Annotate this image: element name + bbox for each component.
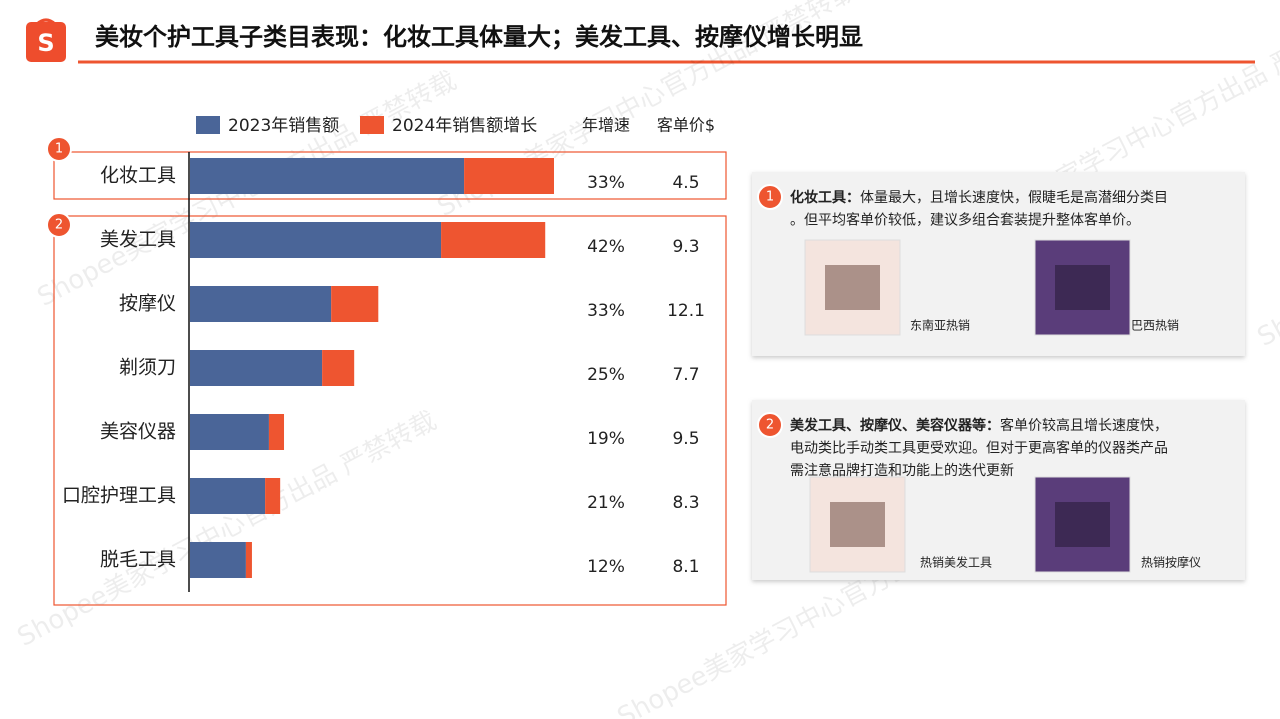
bar: [245, 542, 252, 578]
bar: [265, 478, 281, 514]
bar: [190, 414, 269, 450]
note-badge: [757, 184, 783, 210]
bar: [464, 158, 554, 194]
column-value: 7.7: [672, 365, 699, 385]
category-label: 剃须刀: [119, 357, 176, 379]
legend-label: 2023年销售额: [228, 116, 339, 136]
group-box: [53, 151, 727, 200]
legend-swatch: [360, 116, 384, 134]
bar: [190, 542, 246, 578]
bar: [190, 350, 323, 386]
note-badge-label: 1: [766, 190, 774, 205]
product-image-detail: [1055, 502, 1110, 547]
note-line: 电动类比手动类工具更受欢迎。但对于更高客单的仪器类产品: [790, 440, 1168, 457]
product-caption: 热销美发工具: [920, 555, 992, 570]
product-image-detail: [830, 502, 885, 547]
note-text: 体量最大，且增长速度快，假睫毛是高潜细分类目: [860, 189, 1168, 206]
svg-text:S: S: [37, 29, 54, 57]
column-value: 4.5: [672, 173, 699, 193]
category-label: 口腔护理工具: [62, 485, 176, 507]
category-label: 化妆工具: [100, 165, 176, 187]
column-value: 33%: [587, 301, 625, 321]
product-image-detail: [825, 265, 880, 310]
category-label: 美容仪器: [100, 421, 176, 443]
column-header: 客单价$: [657, 116, 715, 135]
column-value: 21%: [587, 493, 625, 513]
bar: [190, 478, 266, 514]
group-badge-label: 1: [55, 142, 63, 157]
bar: [190, 286, 332, 322]
column-value: 8.1: [672, 557, 699, 577]
group-badge-label: 2: [55, 218, 63, 233]
note-line: 美发工具、按摩仪、美容仪器等：客单价较高且增长速度快，: [790, 417, 1168, 434]
category-label: 按摩仪: [119, 293, 176, 315]
watermark: Shopee美家学习中心官方出品 严禁转载: [1253, 106, 1280, 353]
product-caption: 巴西热销: [1131, 319, 1179, 333]
group-box: [53, 215, 727, 606]
column-value: 9.5: [672, 429, 699, 449]
legend-label: 2024年销售额增长: [392, 116, 537, 136]
group-badge: [46, 212, 72, 238]
bar: [322, 350, 355, 386]
note-badge: [757, 412, 783, 438]
column-header: 年增速: [582, 116, 630, 135]
column-value: 8.3: [672, 493, 699, 513]
bar: [190, 222, 442, 258]
column-value: 25%: [587, 365, 625, 385]
column-value: 9.3: [672, 237, 699, 257]
bar: [268, 414, 285, 450]
legend-swatch: [196, 116, 220, 134]
group-badge: [46, 136, 72, 162]
note-line: 需注意品牌打造和功能上的迭代更新: [790, 462, 1014, 479]
column-value: 12%: [587, 557, 625, 577]
note-lead: 化妆工具：: [790, 189, 860, 206]
note-badge-label: 2: [766, 418, 774, 433]
column-value: 19%: [587, 429, 625, 449]
column-value: 33%: [587, 173, 625, 193]
bar: [331, 286, 379, 322]
category-label: 脱毛工具: [100, 549, 176, 571]
logo: S: [26, 18, 66, 62]
bar: [441, 222, 546, 258]
title: 美妆个护工具子类目表现：化妆工具体量大；美发工具、按摩仪增长明显: [95, 23, 863, 51]
note-line: 化妆工具：体量最大，且增长速度快，假睫毛是高潜细分类目: [790, 189, 1168, 206]
bar: [190, 158, 465, 194]
note-text: 客单价较高且增长速度快，: [1000, 417, 1168, 434]
column-value: 12.1: [667, 301, 705, 321]
product-caption: 东南亚热销: [910, 318, 970, 333]
note-lead: 美发工具、按摩仪、美容仪器等：: [790, 417, 1000, 434]
product-image-detail: [1055, 265, 1110, 310]
product-caption: 热销按摩仪: [1141, 555, 1201, 570]
note-line: 。但平均客单价较低，建议多组合套装提升整体客单价。: [790, 212, 1140, 229]
category-label: 美发工具: [100, 229, 176, 251]
column-value: 42%: [587, 237, 625, 257]
